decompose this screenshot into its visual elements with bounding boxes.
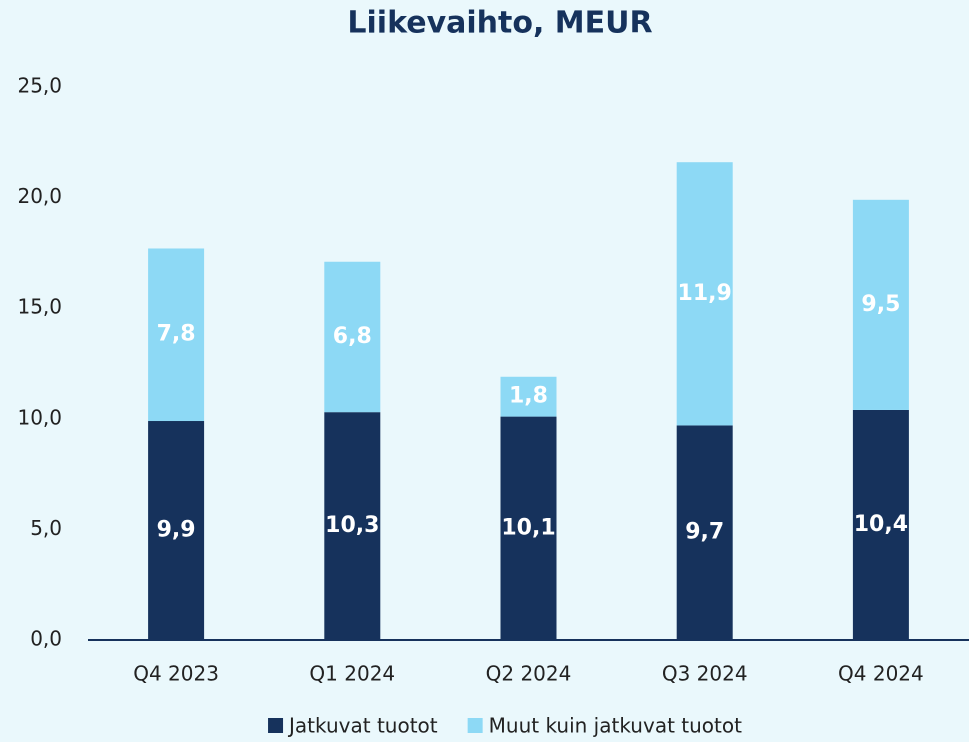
x-tick-label: Q3 2024 bbox=[662, 662, 748, 686]
chart-title: Liikevaihto, MEUR bbox=[347, 6, 652, 41]
y-tick-label: 15,0 bbox=[17, 295, 62, 319]
data-label: 11,9 bbox=[678, 281, 732, 306]
bar-segment bbox=[676, 425, 733, 640]
legend-swatch bbox=[467, 718, 483, 733]
y-tick-label: 10,0 bbox=[17, 405, 62, 429]
data-label: 10,3 bbox=[325, 513, 379, 538]
y-tick-label: 0,0 bbox=[30, 627, 62, 651]
bar-segment bbox=[500, 416, 557, 640]
data-label: 1,8 bbox=[509, 384, 548, 409]
data-label: 7,8 bbox=[157, 322, 196, 347]
legend-swatch bbox=[268, 718, 284, 733]
bar-segment bbox=[852, 409, 909, 640]
bar-segment bbox=[324, 261, 381, 413]
data-label: 9,5 bbox=[861, 292, 900, 317]
data-label: 9,9 bbox=[157, 518, 196, 543]
data-label: 9,7 bbox=[685, 520, 724, 545]
x-tick-label: Q4 2023 bbox=[133, 662, 219, 686]
data-label: 6,8 bbox=[333, 324, 372, 349]
bar-segment bbox=[324, 412, 381, 640]
bar-segment bbox=[676, 162, 733, 426]
y-tick-label: 5,0 bbox=[30, 516, 62, 540]
legend-label: Muut kuin jatkuvat tuotot bbox=[489, 714, 742, 738]
x-tick-label: Q4 2024 bbox=[838, 662, 924, 686]
bar-segment bbox=[500, 376, 557, 417]
data-label: 10,1 bbox=[501, 515, 555, 540]
y-tick-label: 20,0 bbox=[17, 184, 62, 208]
x-tick-label: Q2 2024 bbox=[486, 662, 572, 686]
data-label: 10,4 bbox=[854, 512, 908, 537]
x-tick-label: Q1 2024 bbox=[309, 662, 395, 686]
legend-label: Jatkuvat tuotot bbox=[287, 714, 438, 738]
bar-segment bbox=[852, 199, 909, 410]
y-tick-label: 25,0 bbox=[17, 74, 62, 98]
bar-segment bbox=[148, 421, 205, 640]
bar-segment bbox=[148, 248, 205, 422]
